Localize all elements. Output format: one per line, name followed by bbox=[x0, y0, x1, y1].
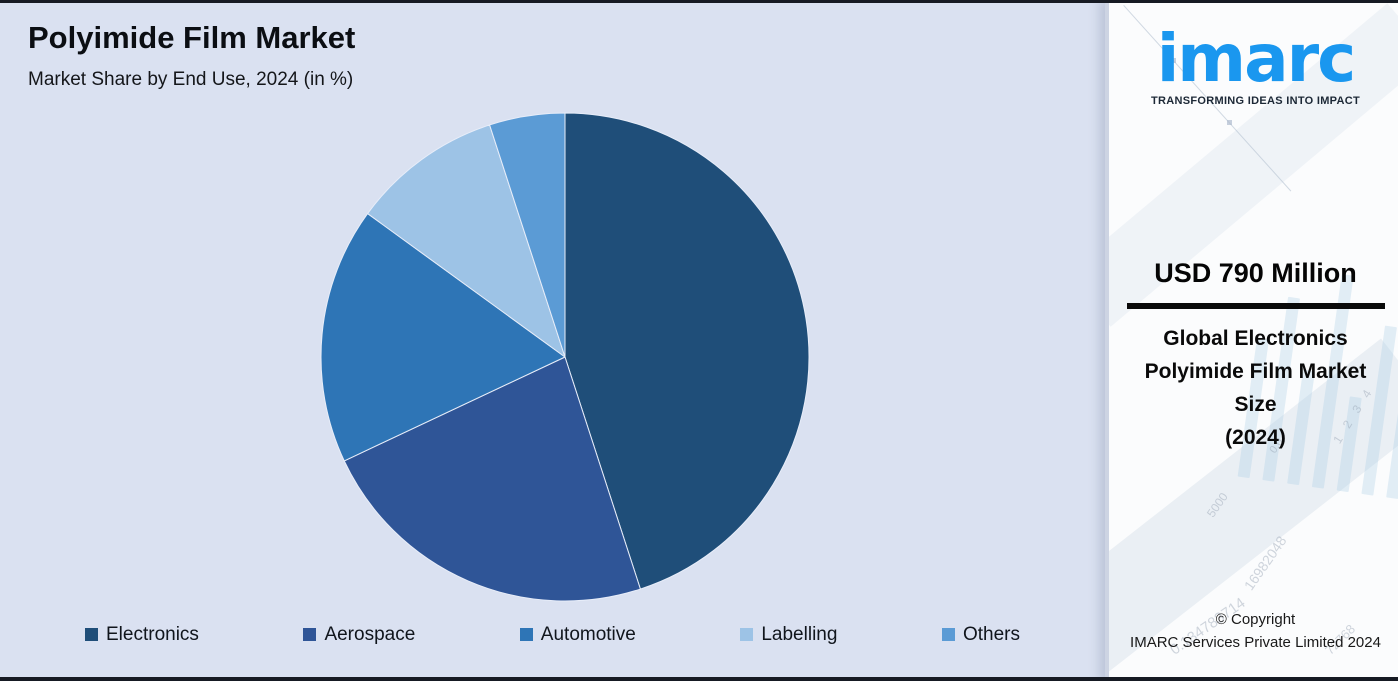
legend-label: Automotive bbox=[540, 623, 636, 645]
legend-item-automotive: Automotive bbox=[519, 623, 636, 645]
legend-item-aerospace: Aerospace bbox=[303, 625, 415, 644]
legend-swatch-icon bbox=[85, 627, 98, 641]
legend-swatch-icon bbox=[941, 627, 955, 641]
legend-swatch-icon bbox=[303, 627, 317, 641]
pie-slice-labelling bbox=[367, 124, 566, 358]
copyright-notice: © Copyright IMARC Services Private Limit… bbox=[1109, 608, 1398, 654]
copyright-line: © Copyright bbox=[1215, 611, 1296, 628]
pie-slice-aerospace bbox=[343, 356, 641, 602]
imarc-logo: imarc TRANSFORMING IDEAS INTO IMPACT bbox=[1109, 20, 1398, 108]
legend-item-electronics: Electronics bbox=[85, 625, 199, 644]
market-size-label-line: Size bbox=[1234, 393, 1277, 416]
pie-slice-others bbox=[489, 112, 566, 358]
copyright-line: IMARC Services Private Limited 2024 bbox=[1130, 634, 1381, 651]
page-title: Polyimide Film Market bbox=[28, 20, 356, 55]
pie-chart bbox=[320, 112, 810, 602]
imarc-logo-tagline: TRANSFORMING IDEAS INTO IMPACT bbox=[1150, 95, 1361, 108]
page-subtitle: Market Share by End Use, 2024 (in %) bbox=[28, 69, 354, 90]
legend-item-others: Others bbox=[941, 623, 1020, 645]
legend: Electronics Aerospace Automotive Labelling O… bbox=[85, 620, 1020, 648]
legend-swatch-icon bbox=[740, 627, 754, 641]
market-size-label: Global Electronics Polyimide Film Market… bbox=[1109, 322, 1398, 454]
divider-line bbox=[1126, 303, 1385, 309]
legend-item-labelling: Labelling bbox=[740, 625, 837, 644]
market-size-label-line: Polyimide Film Market bbox=[1144, 360, 1367, 383]
market-size-value: USD 790 Million bbox=[1154, 258, 1357, 288]
bottom-border-strip bbox=[0, 677, 1398, 681]
imarc-logo-text: imarc bbox=[1156, 20, 1357, 97]
legend-label: Labelling bbox=[761, 623, 838, 645]
top-border-strip bbox=[0, 0, 1398, 3]
watermark-number: 16982048 bbox=[1240, 532, 1290, 594]
watermark-number: 5000 bbox=[1203, 490, 1231, 520]
legend-label: Others bbox=[962, 623, 1020, 645]
network-dot-icon bbox=[1227, 120, 1232, 125]
legend-swatch-icon bbox=[519, 627, 533, 641]
pie-slice-electronics bbox=[564, 112, 810, 590]
pie-slice-automotive bbox=[320, 213, 566, 462]
legend-label: Aerospace bbox=[324, 623, 416, 645]
market-size-label-line: (2024) bbox=[1225, 426, 1286, 449]
market-size-label-line: Global Electronics bbox=[1163, 327, 1348, 350]
brand-panel: 16982048 0.134783714 72768 1 2 3 4 5000 0.0 i… bbox=[1105, 0, 1398, 681]
pie-chart-container bbox=[320, 112, 810, 602]
legend-label: Electronics bbox=[106, 623, 199, 645]
